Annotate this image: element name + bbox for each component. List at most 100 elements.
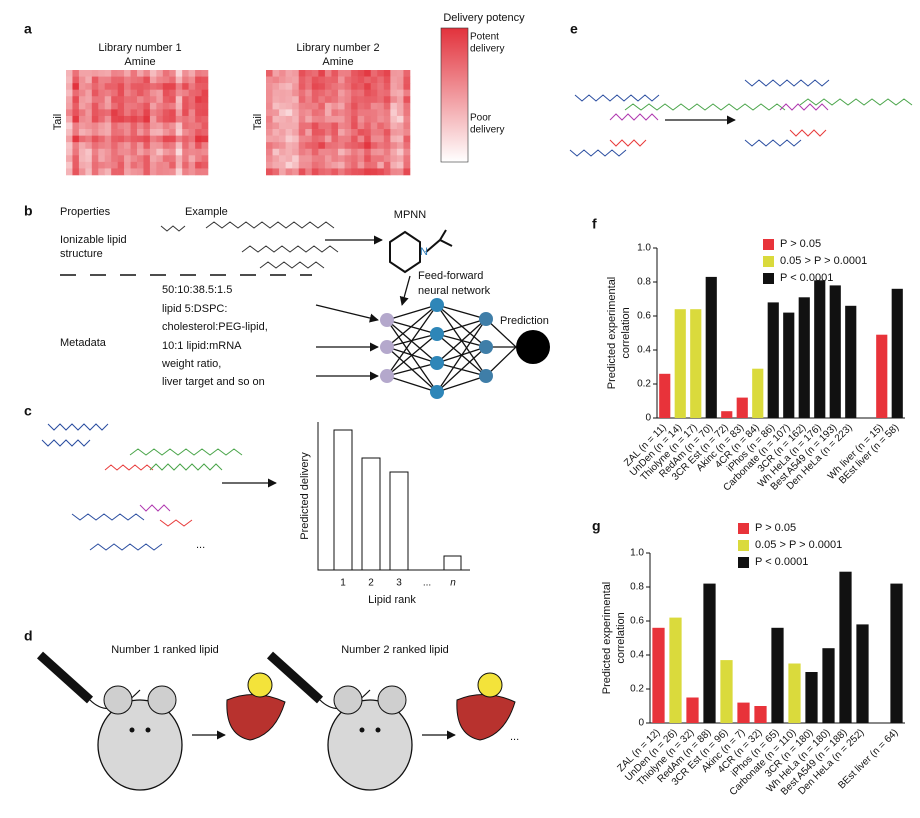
heatmap-cell: [279, 129, 286, 136]
heatmap-cell: [396, 155, 404, 163]
heatmap-cell: [124, 129, 131, 136]
heatmap-cell: [104, 129, 112, 136]
ellipsis: ...: [196, 539, 205, 551]
heatmap-cell: [279, 102, 286, 110]
heatmap-cell: [338, 148, 345, 156]
heatmap-cell: [377, 155, 385, 163]
heatmap-cell: [66, 89, 73, 97]
bar: [856, 624, 869, 723]
heatmap-cell: [357, 70, 365, 77]
heatmap-cell: [292, 135, 300, 143]
heatmap-cell: [149, 76, 157, 84]
node: [479, 369, 493, 383]
heatmap-cell: [104, 135, 112, 143]
heatmap-cell: [331, 96, 339, 104]
heatmap-cell: [91, 129, 99, 136]
heatmap-cell: [78, 70, 86, 77]
heatmap-cell: [188, 161, 196, 169]
heatmap-cell: [195, 102, 202, 110]
heatmap-cell: [195, 89, 202, 97]
bar: [752, 368, 764, 418]
heatmap-cell: [318, 142, 326, 150]
heatmap-cell: [72, 102, 80, 110]
heatmap-cell: [396, 70, 404, 77]
heatmap-cell: [311, 70, 319, 77]
heatmap-cell: [318, 70, 326, 77]
heatmap-cell: [279, 122, 286, 130]
heatmap-cell: [143, 76, 151, 84]
heatmap-cell: [390, 83, 398, 90]
bar: [890, 583, 903, 723]
molecules: [41, 79, 913, 551]
heatmap-cell: [298, 161, 306, 169]
heatmap-cell: [364, 109, 372, 117]
heatmap-cell: [311, 161, 319, 169]
heatmap-cell: [149, 83, 157, 90]
heatmap-cell: [137, 148, 144, 156]
legend-swatch: [763, 256, 774, 267]
heatmap-cell: [377, 109, 385, 117]
heatmap-cell: [98, 70, 106, 77]
heatmap-cell: [91, 89, 99, 97]
heatmap-cell: [331, 161, 339, 169]
heatmap-cell: [351, 96, 358, 104]
heatmap-cell: [331, 135, 339, 143]
heatmap-cell: [331, 122, 339, 130]
heatmap-cell: [292, 115, 300, 123]
metadata-text: liver target and so on: [162, 376, 265, 388]
heatmap-cell: [396, 115, 404, 123]
heatmap-cell: [91, 115, 99, 123]
heatmap-cell: [149, 102, 157, 110]
bond-chain: [104, 464, 154, 471]
heatmap-cell: [292, 129, 300, 136]
heatmap-cell: [188, 76, 196, 84]
heatmap-cell: [195, 142, 202, 150]
heatmap-cell: [143, 122, 151, 130]
heatmap-cell: [175, 102, 183, 110]
mouse-eye: [359, 727, 365, 733]
heatmap-cell: [383, 109, 391, 117]
heatmap-cell: [351, 135, 358, 143]
heatmap-cell: [117, 135, 125, 143]
heatmap-cell: [143, 96, 151, 104]
legend-label: P < 0.0001: [755, 556, 808, 568]
heatmap-cell: [111, 102, 118, 110]
heatmap-cell: [311, 109, 319, 117]
heatmap-cell: [188, 96, 196, 104]
heatmap-cell: [162, 89, 170, 97]
bond-chain: [160, 225, 186, 232]
edge: [436, 346, 487, 393]
heatmap-cell: [305, 89, 313, 97]
heatmap-cell: [124, 155, 131, 163]
heatmap-cell: [156, 76, 164, 84]
panel-label: d: [24, 628, 33, 644]
heatmap-cell: [305, 129, 313, 136]
heatmap-cell: [396, 168, 404, 176]
heatmap-cell: [78, 83, 86, 90]
heatmap-cell: [104, 96, 112, 104]
heatmap-cell: [279, 109, 286, 117]
colorbar-label: Potent: [470, 32, 499, 43]
heatmap-cell: [272, 109, 280, 117]
legend-swatch: [738, 540, 749, 551]
heatmap-cell: [285, 155, 293, 163]
heatmap-cell: [344, 148, 352, 156]
heatmap-cell: [149, 89, 157, 97]
heatmap-cell: [403, 109, 411, 117]
node: [430, 298, 444, 312]
heatmap-cell: [266, 70, 273, 77]
heatmap-cell: [370, 76, 378, 84]
heatmap-cell: [72, 129, 80, 136]
heatmap-cell: [162, 155, 170, 163]
heatmap-cell: [72, 96, 80, 104]
heatmap-cell: [175, 129, 183, 136]
bond-chain: [241, 245, 339, 253]
mouse-illustrations: [36, 651, 516, 791]
heatmap-cell: [324, 76, 332, 84]
heatmap-cell: [344, 102, 352, 110]
heatmap-cell: [364, 129, 372, 136]
heatmap-cell: [143, 135, 151, 143]
ffnn-label: neural network: [418, 285, 491, 297]
heatmap-cell: [162, 109, 170, 117]
heatmap-cell: [195, 109, 202, 117]
